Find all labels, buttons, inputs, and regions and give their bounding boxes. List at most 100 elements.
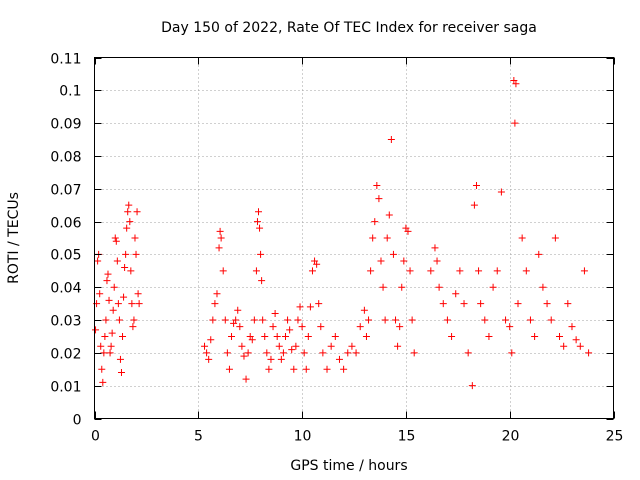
data-point bbox=[116, 355, 124, 363]
data-point bbox=[576, 342, 584, 350]
data-point bbox=[522, 267, 530, 275]
data-point bbox=[111, 234, 119, 242]
data-point bbox=[205, 355, 213, 363]
data-point bbox=[512, 80, 520, 88]
data-point bbox=[406, 267, 414, 275]
data-point bbox=[547, 316, 555, 324]
data-point bbox=[238, 342, 246, 350]
data-point bbox=[371, 218, 379, 226]
data-point bbox=[213, 290, 221, 298]
data-point bbox=[92, 326, 100, 334]
data-point bbox=[477, 300, 485, 308]
x-tick-label: 20 bbox=[502, 429, 520, 445]
data-point bbox=[125, 201, 133, 209]
data-point bbox=[98, 365, 106, 373]
data-point bbox=[261, 332, 269, 340]
data-point bbox=[94, 257, 102, 265]
data-point bbox=[290, 365, 298, 373]
data-point bbox=[244, 349, 252, 357]
data-point bbox=[381, 316, 389, 324]
data-point bbox=[201, 342, 209, 350]
data-point bbox=[367, 267, 375, 275]
data-point bbox=[481, 316, 489, 324]
data-point bbox=[375, 195, 383, 203]
data-point bbox=[514, 300, 522, 308]
data-point bbox=[255, 208, 263, 216]
data-point bbox=[265, 365, 273, 373]
data-point bbox=[387, 136, 395, 144]
data-point bbox=[112, 237, 120, 245]
data-point bbox=[319, 349, 327, 357]
data-point bbox=[369, 234, 377, 242]
data-point bbox=[120, 293, 128, 301]
data-point bbox=[107, 342, 115, 350]
data-point bbox=[275, 342, 283, 350]
y-tick-label: 0.08 bbox=[50, 150, 81, 166]
data-point bbox=[294, 316, 302, 324]
data-point bbox=[105, 296, 113, 304]
data-point bbox=[410, 349, 418, 357]
data-point bbox=[225, 365, 233, 373]
y-tick-label: 0.01 bbox=[50, 380, 81, 396]
data-point bbox=[340, 365, 348, 373]
data-point bbox=[135, 300, 143, 308]
data-point bbox=[317, 323, 325, 331]
data-point bbox=[228, 332, 236, 340]
x-tick-label: 0 bbox=[91, 429, 100, 445]
data-point bbox=[389, 250, 397, 258]
data-point bbox=[427, 267, 435, 275]
data-point bbox=[398, 283, 406, 291]
data-point bbox=[100, 349, 108, 357]
data-point bbox=[302, 365, 310, 373]
data-point bbox=[489, 283, 497, 291]
data-point bbox=[110, 283, 118, 291]
data-point bbox=[279, 349, 287, 357]
data-point bbox=[221, 316, 229, 324]
data-point bbox=[96, 290, 104, 298]
x-axis-label: GPS time / hours bbox=[290, 458, 407, 474]
data-point bbox=[360, 306, 368, 314]
data-point bbox=[269, 323, 277, 331]
data-point bbox=[502, 316, 510, 324]
data-point bbox=[97, 342, 105, 350]
x-tick-label: 25 bbox=[606, 429, 624, 445]
y-tick-label: 0.05 bbox=[50, 248, 81, 264]
data-point bbox=[352, 349, 360, 357]
data-point bbox=[404, 227, 412, 235]
data-point bbox=[475, 267, 483, 275]
data-point bbox=[101, 332, 109, 340]
data-point bbox=[439, 300, 447, 308]
data-point bbox=[216, 227, 224, 235]
data-point bbox=[259, 316, 267, 324]
data-point bbox=[128, 300, 136, 308]
data-point bbox=[497, 188, 505, 196]
y-tick-label: 0.07 bbox=[50, 183, 81, 199]
data-point bbox=[215, 244, 223, 252]
data-point bbox=[468, 382, 476, 390]
data-point bbox=[114, 300, 122, 308]
data-point bbox=[106, 349, 114, 357]
data-point bbox=[217, 234, 225, 242]
data-point bbox=[203, 349, 211, 357]
data-point bbox=[123, 224, 131, 232]
data-point bbox=[129, 323, 137, 331]
y-tick-label: 0 bbox=[73, 413, 82, 429]
data-point bbox=[296, 303, 304, 311]
data-point bbox=[258, 277, 266, 285]
data-point bbox=[234, 306, 242, 314]
data-point bbox=[464, 349, 472, 357]
axis-ticks: 0 5 10 15 20 25 0 0.01 0.02 0.03 0.04 0.05 0.06 0.07 0… bbox=[50, 52, 623, 445]
data-point bbox=[252, 267, 260, 275]
data-point bbox=[271, 309, 279, 317]
data-point bbox=[335, 355, 343, 363]
data-point bbox=[127, 267, 135, 275]
data-point bbox=[362, 332, 370, 340]
data-point bbox=[485, 332, 493, 340]
y-tick-label: 0.11 bbox=[50, 52, 81, 68]
chart-title: Day 150 of 2022, Rate Of TEC Index for r… bbox=[161, 20, 537, 36]
data-point bbox=[396, 323, 404, 331]
data-point bbox=[223, 349, 231, 357]
data-point bbox=[108, 329, 116, 337]
data-point bbox=[104, 270, 112, 278]
y-axis-label: ROTI / TECUs bbox=[6, 192, 22, 284]
